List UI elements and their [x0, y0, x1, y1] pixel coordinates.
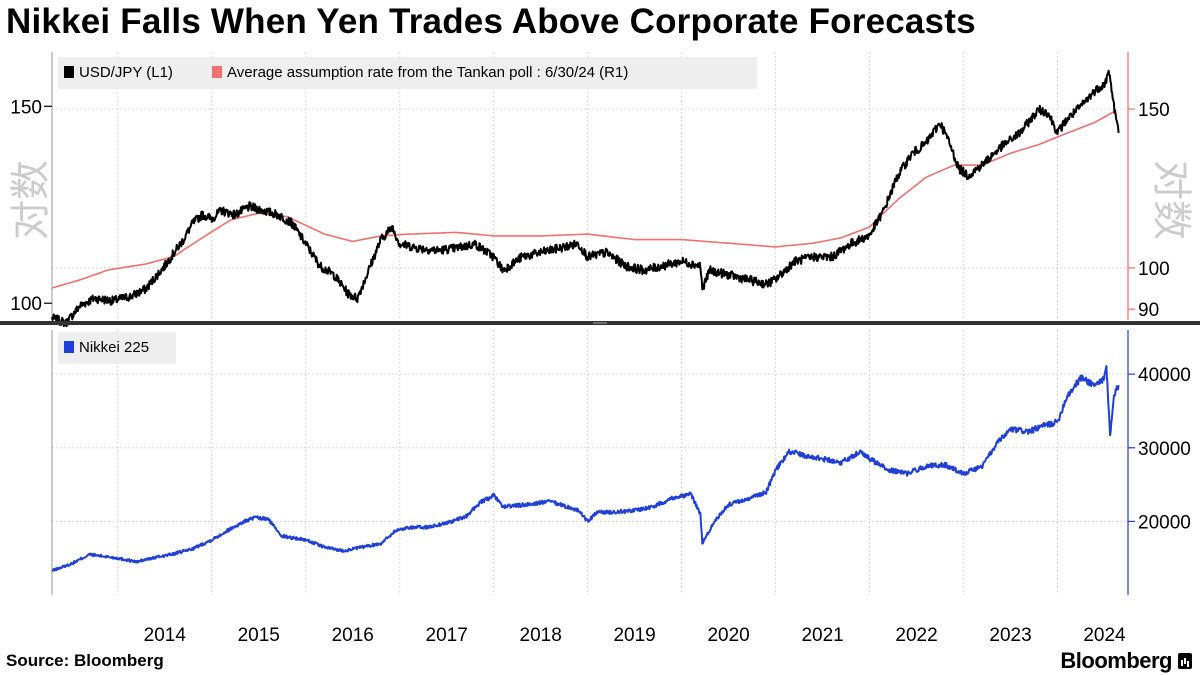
nikkei-legend-swatch: [64, 341, 74, 353]
top-legend-bg: [58, 57, 757, 89]
brand-logo: Bloomberg: [1060, 648, 1192, 674]
top-left-tick-label: 150: [10, 97, 42, 118]
top-right-tick-label: 150: [1138, 100, 1170, 121]
x-tick-label: 2020: [707, 625, 749, 646]
bottom-panel: 20000 30000 40000 Nikkei 225: [51, 330, 1191, 595]
x-tick-label: 2016: [332, 625, 374, 646]
tankan-legend-swatch: [212, 66, 222, 78]
nikkei-legend-label: Nikkei 225: [79, 339, 149, 356]
terminal-icon: [1178, 653, 1192, 669]
x-tick-label: 2019: [613, 625, 655, 646]
tankan-line: [51, 110, 1115, 289]
x-tick-label: 2024: [1083, 625, 1126, 646]
brand-wordmark: Bloomberg: [1060, 648, 1172, 673]
bottom-legend-bg: [58, 332, 176, 364]
usdjpy-legend-swatch: [64, 66, 74, 78]
scale-label-left: 对数: [9, 160, 53, 240]
tankan-legend-label: Average assumption rate from the Tankan …: [227, 64, 628, 81]
x-tick-label: 2021: [801, 625, 843, 646]
scale-label-right: 对数: [1149, 160, 1193, 240]
chart-title: Nikkei Falls When Yen Trades Above Corpo…: [6, 2, 976, 41]
x-tick-label: 2014: [144, 625, 187, 646]
nikkei-line: [51, 365, 1120, 572]
grid-layer: [52, 52, 1128, 595]
top-left-ticks: 100 150: [10, 97, 52, 315]
top-panel: 对数 对数 100 150 90 100 150 USD/JPY (L1) Avera…: [9, 52, 1193, 328]
top-right-ticks: 90 100 150: [1128, 100, 1170, 321]
panel-divider: [0, 321, 1200, 325]
bottom-right-tick-label: 40000: [1138, 365, 1191, 386]
top-left-tick-label: 100: [10, 294, 42, 315]
bottom-right-tick-label: 30000: [1138, 439, 1191, 460]
top-right-tick-label: 100: [1138, 259, 1170, 280]
x-tick-label: 2017: [426, 625, 468, 646]
top-legend: USD/JPY (L1) Average assumption rate fro…: [58, 57, 757, 89]
x-tick-label: 2018: [520, 625, 562, 646]
bottom-right-ticks: 20000 30000 40000: [1128, 365, 1191, 533]
bottom-right-tick-label: 20000: [1138, 512, 1191, 533]
source-note: Source: Bloomberg: [6, 651, 164, 670]
x-tick-label: 2015: [238, 625, 280, 646]
x-tick-label: 2023: [989, 625, 1031, 646]
x-tick-label: 2022: [895, 625, 937, 646]
bottom-legend: Nikkei 225: [58, 332, 176, 364]
usdjpy-legend-label: USD/JPY (L1): [79, 64, 173, 81]
top-right-tick-label: 90: [1138, 300, 1159, 321]
x-axis-ticks: 2014 2015 2016 2017 2018 2019 2020 2021 2022 2023…: [144, 625, 1126, 646]
usdjpy-line: [51, 69, 1120, 328]
